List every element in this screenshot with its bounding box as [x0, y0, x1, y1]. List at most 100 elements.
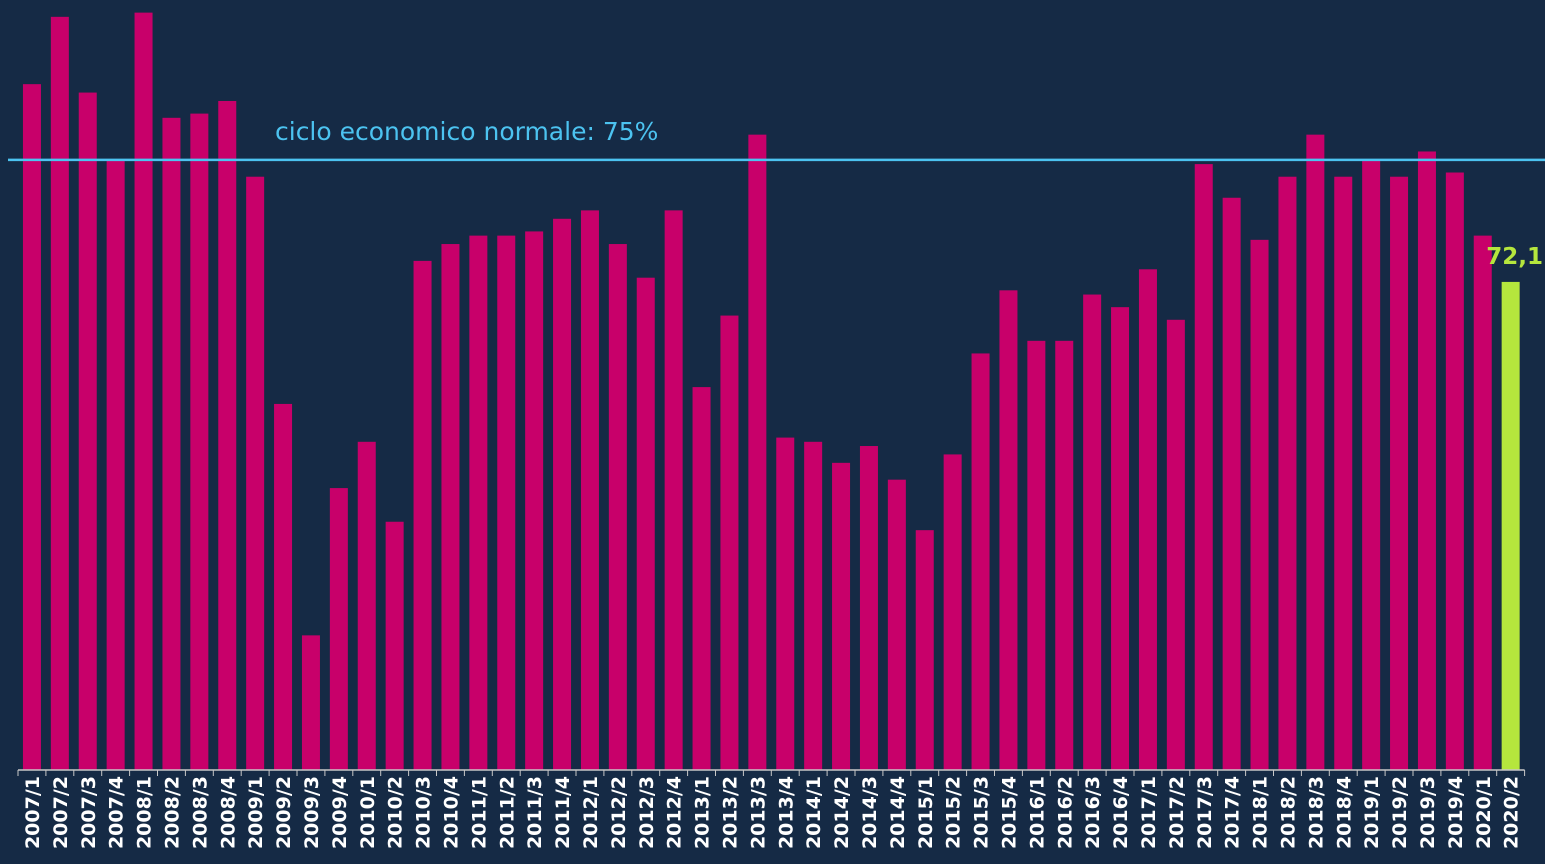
- bar: [274, 403, 293, 770]
- x-tick-label: 2012/3: [636, 776, 658, 849]
- bar: [692, 387, 711, 770]
- bar: [357, 441, 376, 770]
- bar: [1027, 340, 1046, 770]
- bar: [329, 488, 348, 770]
- bar: [1166, 319, 1185, 770]
- x-tick-label: 2011/2: [496, 776, 518, 849]
- bar: [553, 218, 572, 770]
- x-tick-label: 2009/3: [301, 776, 323, 849]
- bar: [720, 315, 739, 770]
- bar: [301, 635, 320, 770]
- x-tick-label: 2016/1: [1026, 776, 1048, 849]
- x-tick-label: 2016/3: [1082, 776, 1104, 849]
- bar: [525, 231, 544, 770]
- bar: [218, 100, 237, 771]
- x-tick-label: 2018/1: [1250, 776, 1272, 849]
- bar: [1194, 164, 1213, 770]
- x-tick-label: 2016/2: [1054, 776, 1076, 849]
- x-tick-label: 2015/1: [915, 776, 937, 849]
- x-tick-label: 2015/2: [943, 776, 965, 849]
- bar: [1334, 176, 1353, 770]
- x-tick-label: 2010/2: [385, 776, 407, 849]
- reference-label: ciclo economico normale: 75%: [275, 117, 658, 146]
- bar: [1445, 172, 1464, 770]
- x-tick-label: 2007/2: [50, 776, 72, 849]
- x-tick-label: 2017/1: [1138, 776, 1160, 849]
- bar: [162, 117, 181, 770]
- bar: [999, 290, 1018, 770]
- bar: [971, 353, 990, 770]
- bar: [50, 16, 69, 770]
- x-tick-label: 2010/4: [440, 776, 462, 849]
- x-tick-label: 2017/2: [1166, 776, 1188, 849]
- x-tick-label: 2009/2: [273, 776, 295, 849]
- bar: [190, 113, 209, 770]
- bar: [1083, 294, 1102, 770]
- x-tick-label: 2012/4: [664, 776, 686, 849]
- bar: [832, 462, 851, 770]
- x-tick-label: 2017/4: [1222, 776, 1244, 849]
- bar: [636, 277, 655, 770]
- x-tick-label: 2008/3: [189, 776, 211, 849]
- bar: [246, 176, 265, 770]
- bar: [943, 454, 962, 770]
- bar: [580, 210, 599, 770]
- bar: [134, 12, 153, 771]
- bar: [1417, 151, 1436, 770]
- x-tick-label: 2015/4: [998, 776, 1020, 849]
- x-tick-label: 2008/4: [217, 776, 239, 849]
- bar: [1250, 239, 1269, 770]
- bar: [1390, 176, 1409, 770]
- x-tick-label: 2009/4: [329, 776, 351, 849]
- x-tick-label: 2016/4: [1110, 776, 1132, 849]
- bar: [413, 260, 432, 770]
- x-tick-label: 2015/3: [971, 776, 993, 849]
- bar: [1306, 134, 1325, 771]
- bar: [748, 134, 767, 771]
- x-tick-label: 2010/1: [357, 776, 379, 849]
- bar: [22, 84, 41, 770]
- bar: [1362, 159, 1381, 770]
- bar: [1501, 281, 1520, 770]
- x-tick-label: 2020/2: [1501, 776, 1523, 849]
- bar: [1222, 197, 1241, 770]
- x-tick-label: 2013/1: [692, 776, 714, 849]
- bar: [78, 92, 97, 771]
- bar: [915, 530, 934, 770]
- x-tick-label: 2018/2: [1277, 776, 1299, 849]
- x-tick-label: 2013/4: [775, 776, 797, 849]
- bar: [887, 479, 906, 770]
- x-tick-label: 2009/1: [245, 776, 267, 849]
- bar: [608, 244, 627, 771]
- bar: [776, 437, 795, 770]
- x-tick-label: 2007/3: [78, 776, 100, 849]
- x-tick-label: 2012/2: [608, 776, 630, 849]
- bar: [469, 235, 488, 770]
- x-tick-label: 2014/4: [887, 776, 909, 849]
- x-tick-label: 2019/2: [1389, 776, 1411, 849]
- bar: [1278, 176, 1297, 770]
- value-label: 72,1: [1486, 244, 1543, 270]
- x-tick-label: 2013/2: [719, 776, 741, 849]
- bar: [1055, 340, 1074, 770]
- bar: [1111, 307, 1130, 770]
- bar: [497, 235, 516, 770]
- x-tick-label: 2011/4: [552, 776, 574, 849]
- x-tick-label: 2020/1: [1473, 776, 1495, 849]
- x-tick-label: 2019/4: [1445, 776, 1467, 849]
- x-tick-label: 2008/2: [161, 776, 183, 849]
- x-tick-label: 2012/1: [580, 776, 602, 849]
- bar: [1473, 235, 1492, 770]
- x-tick-label: 2014/1: [803, 776, 825, 849]
- bar: [441, 244, 460, 771]
- x-tick-label: 2007/4: [106, 776, 128, 849]
- x-tick-label: 2014/2: [831, 776, 853, 849]
- x-tick-label: 2013/3: [747, 776, 769, 849]
- bar: [1138, 269, 1157, 770]
- x-tick-label: 2018/4: [1333, 776, 1355, 849]
- x-tick-label: 2011/3: [524, 776, 546, 849]
- x-tick-label: 2017/3: [1194, 776, 1216, 849]
- x-tick-label: 2014/3: [859, 776, 881, 849]
- bar: [859, 446, 878, 770]
